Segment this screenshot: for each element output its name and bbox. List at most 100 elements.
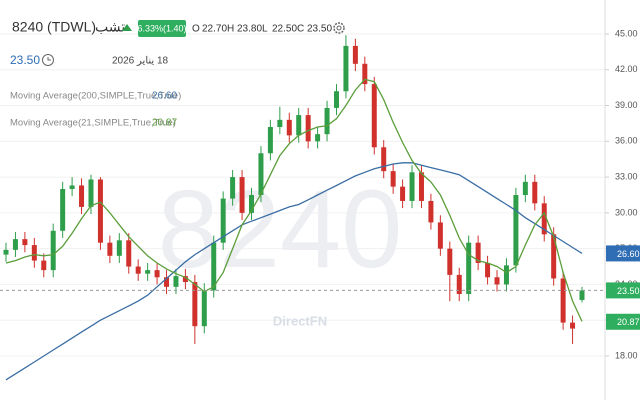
candle-body	[41, 260, 47, 271]
candle-body	[390, 171, 396, 187]
candle-body	[69, 185, 75, 190]
candle-body	[362, 63, 368, 85]
legend: Moving Average(200,SIMPLE,True,True)26.6…	[10, 91, 181, 129]
watermark-brand: DirectFN	[273, 313, 327, 328]
plot: 26.60 23.50 20.87	[0, 35, 640, 381]
y-tick-label: 18.00	[615, 350, 638, 360]
candle-body	[343, 45, 349, 92]
y-tick-label: 33.00	[615, 171, 638, 181]
candle-body	[267, 127, 273, 154]
ohlc-label: C	[297, 24, 304, 35]
y-tick-label: 39.00	[615, 100, 638, 110]
candle-body	[60, 189, 66, 231]
price-tag-label: 20.87	[617, 317, 640, 327]
candle-body	[277, 119, 283, 128]
ohlc-label: L	[262, 24, 268, 35]
candle-body	[475, 242, 481, 263]
change-badge	[138, 20, 186, 37]
symbol: 8240 (TDWL)	[12, 19, 96, 35]
candle-body	[456, 274, 462, 294]
y-tick-label: 42.00	[615, 64, 638, 74]
candle-body	[192, 282, 198, 327]
candle-body	[551, 234, 557, 279]
candle-body	[249, 194, 255, 213]
ohlc-label: O	[192, 24, 200, 35]
price-tag	[606, 282, 640, 299]
watermark-symbol: 8240	[158, 168, 403, 291]
candle-body	[220, 198, 226, 243]
candle-body	[522, 181, 528, 195]
ohlc-value: 22.70	[202, 24, 227, 35]
candle-body	[400, 186, 406, 201]
candle-body	[570, 322, 576, 329]
candle-body	[154, 270, 160, 278]
moving-average-line	[5, 162, 583, 381]
price-tag	[606, 245, 640, 262]
candle-body	[466, 242, 472, 294]
candle-body	[333, 91, 339, 108]
clock-icon	[42, 54, 54, 66]
y-tick-label: 30.00	[615, 207, 638, 217]
candle-body	[230, 177, 236, 199]
candle-body	[145, 270, 151, 274]
candle-body	[324, 107, 330, 135]
candle-body	[79, 185, 85, 207]
candle-body	[541, 203, 547, 235]
candle-body	[135, 266, 141, 274]
legend-value: 20.87	[152, 118, 177, 129]
candle-body	[532, 181, 538, 204]
candle-body	[22, 239, 28, 246]
up-arrow	[122, 24, 132, 31]
candle-body	[560, 278, 566, 323]
candle-body	[371, 84, 377, 148]
candle-body	[418, 172, 424, 201]
candle-body	[201, 290, 207, 327]
ohlc-value: 22.50	[272, 24, 297, 35]
candle-body	[12, 239, 18, 250]
candle-body	[258, 153, 264, 195]
candle-body	[3, 249, 9, 255]
candle-body	[286, 119, 292, 136]
candle-body	[485, 262, 491, 278]
date: 18 يناير 2026	[112, 56, 169, 67]
settings-icon[interactable]	[333, 22, 345, 34]
legend-name: Moving Average(21,SIMPLE,True,True)	[10, 118, 176, 129]
candle-body	[305, 115, 311, 142]
legend-name: Moving Average(200,SIMPLE,True,True)	[10, 91, 181, 102]
candle-body	[88, 179, 94, 207]
candle-body	[173, 276, 179, 287]
candle-body	[107, 242, 113, 256]
candle-body	[428, 200, 434, 223]
candle-body	[513, 194, 519, 266]
candle-body	[437, 222, 443, 249]
price-tag	[606, 313, 640, 330]
candle-body	[494, 277, 500, 285]
ohlc-value: 23.50	[307, 24, 332, 35]
candle-body	[164, 277, 170, 287]
moving-average-line	[5, 78, 583, 322]
price-tag-label: 26.60	[617, 249, 640, 259]
candle-body	[239, 177, 245, 213]
candle-body	[503, 265, 509, 285]
candle-body	[211, 242, 217, 291]
ohlc-value: 23.80	[237, 24, 262, 35]
candle-body	[50, 230, 56, 271]
candle-body	[579, 290, 585, 300]
ohlc-label: H	[227, 24, 234, 35]
price-tag-label: 23.50	[617, 286, 640, 296]
candle-body	[447, 248, 453, 275]
candle-body	[352, 45, 358, 64]
candle-body	[409, 172, 415, 201]
change: 6.33%(1.40)	[137, 23, 186, 33]
candle-body	[381, 147, 387, 172]
candle-body	[126, 240, 132, 267]
company-name: تشب	[95, 19, 125, 35]
candle-body	[296, 115, 302, 136]
candle-body	[116, 240, 122, 256]
y-tick-label: 45.00	[615, 28, 638, 38]
candle-body	[31, 245, 37, 261]
candle-body	[97, 179, 103, 243]
ohlc: O 22.70 H 23.80 L 22.50 C 23.50	[192, 24, 332, 35]
y-tick-label: 36.00	[615, 136, 638, 146]
